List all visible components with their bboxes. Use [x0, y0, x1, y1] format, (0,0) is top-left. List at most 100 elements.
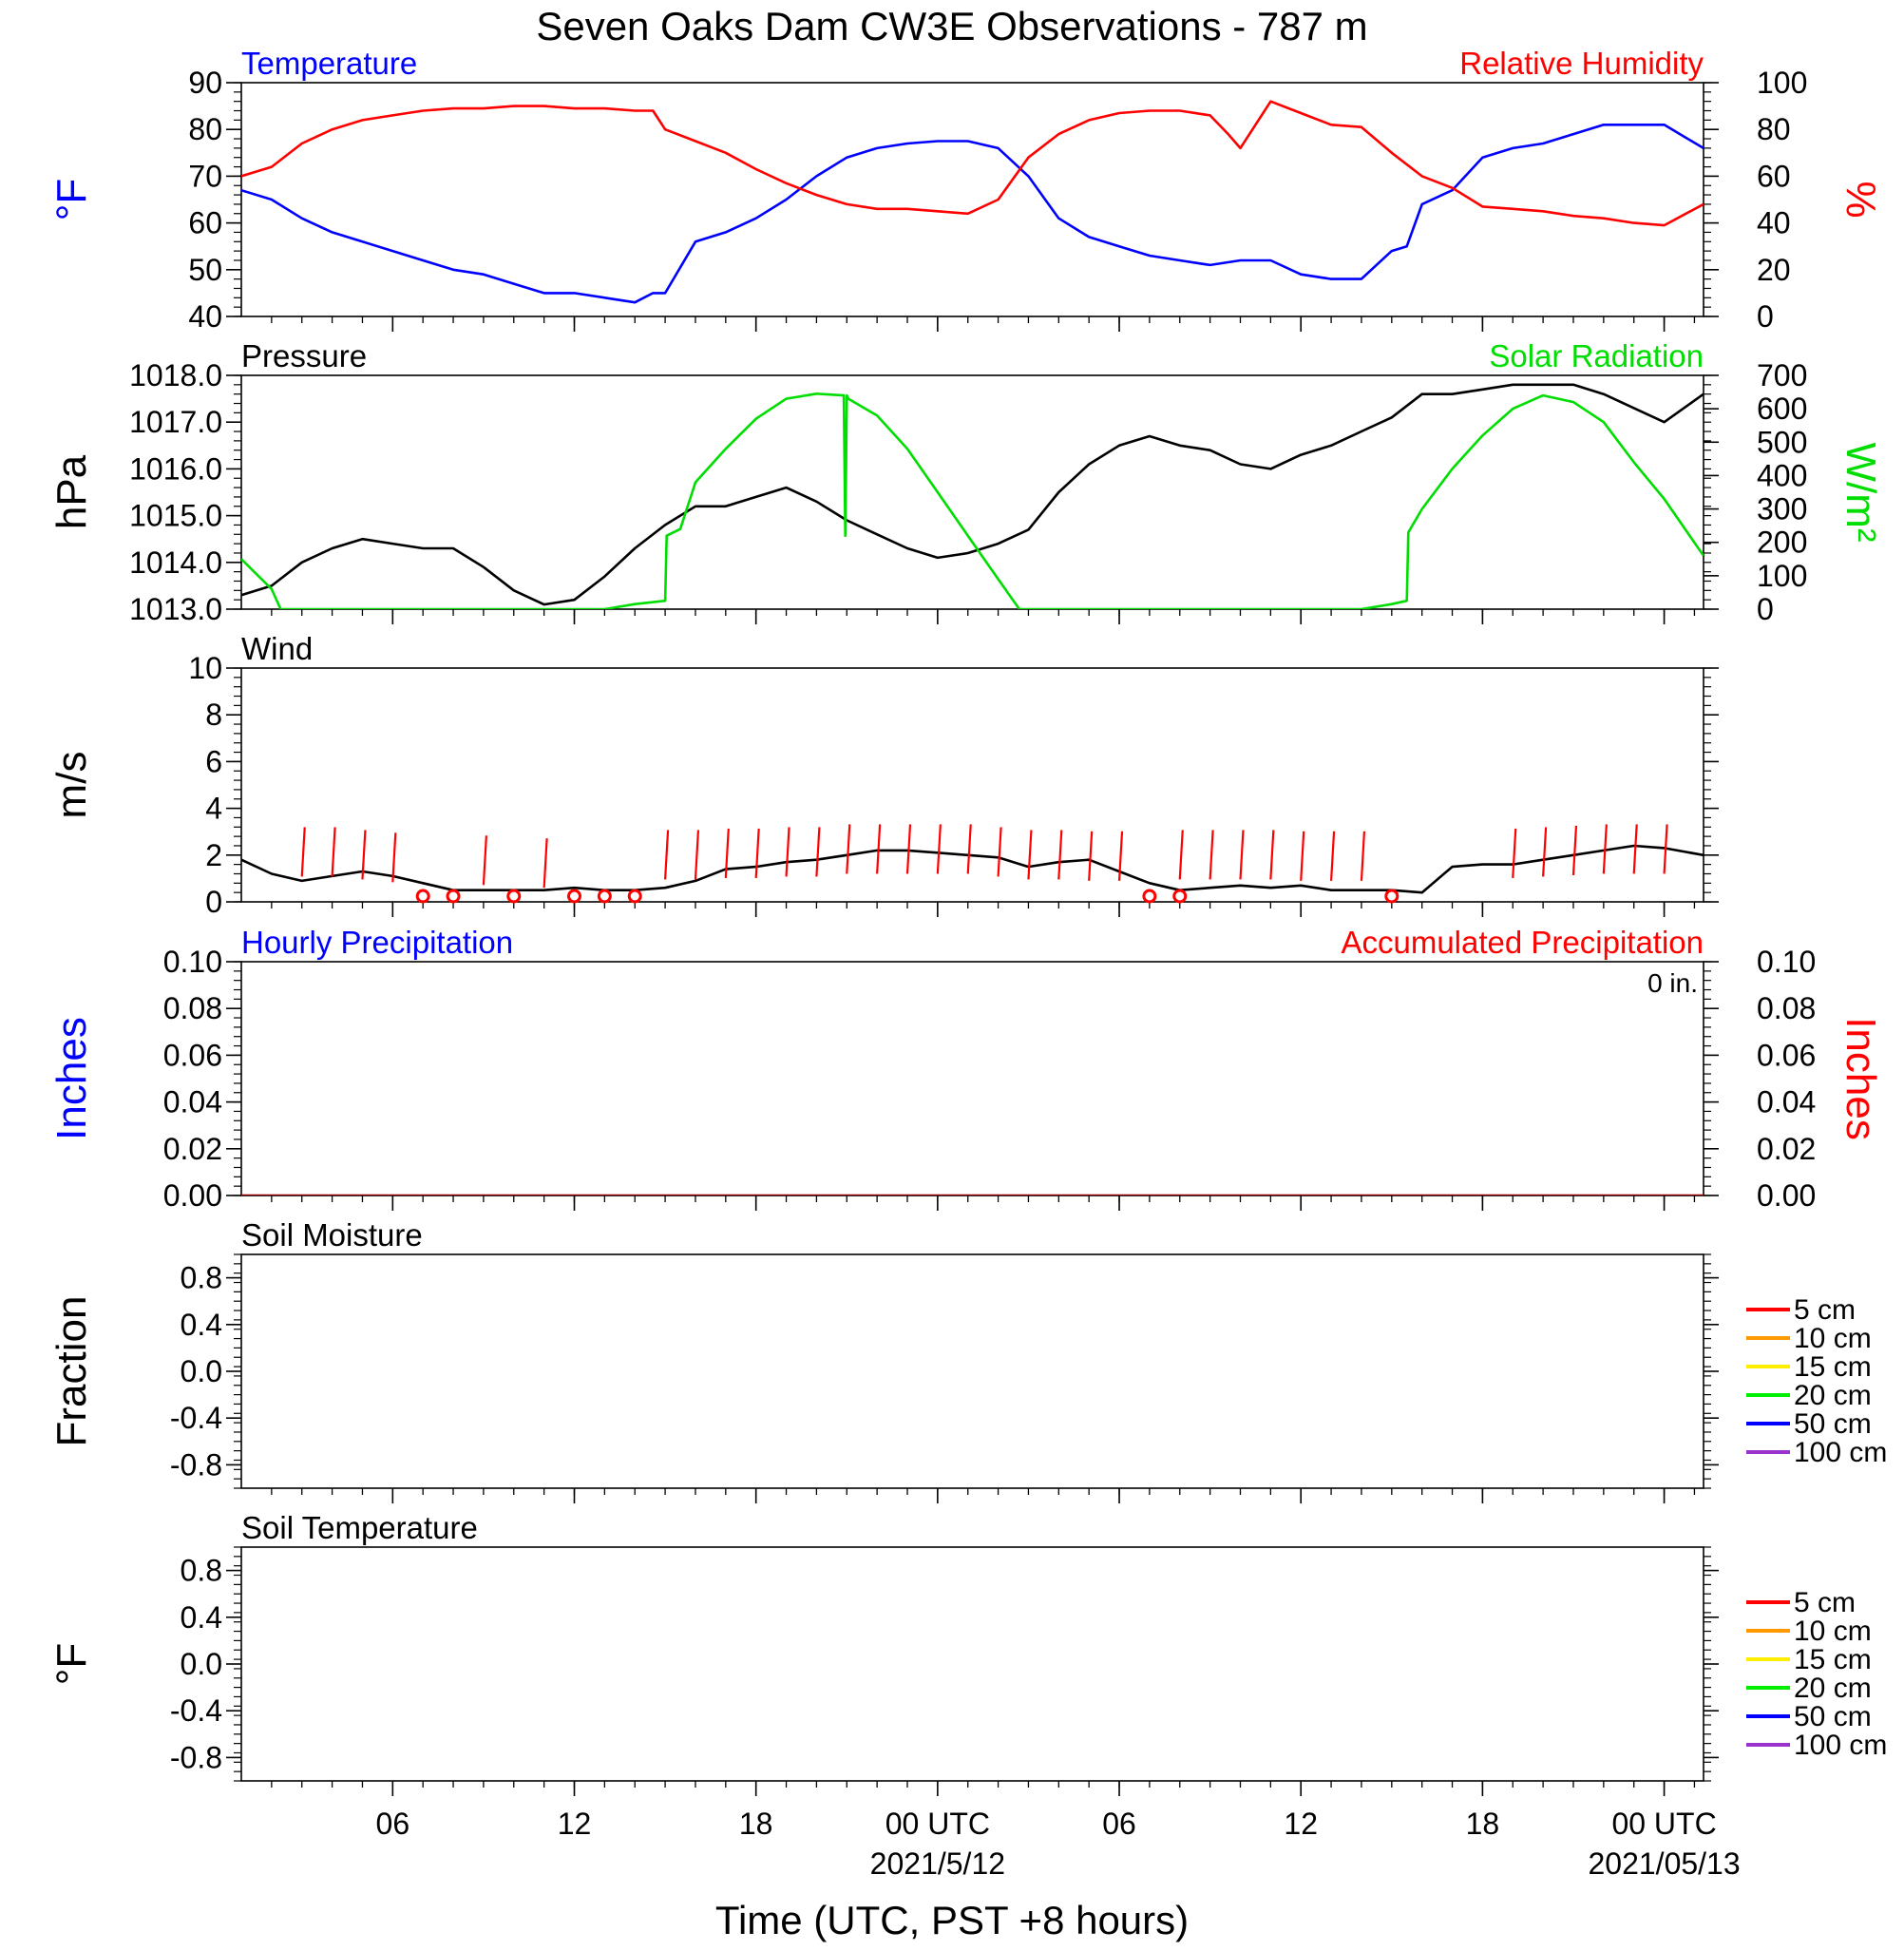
y-tick-label: 1017.0 — [129, 405, 222, 439]
wind-barb — [1239, 830, 1245, 880]
y-tick-label: 80 — [188, 112, 222, 146]
legend-label: 5 cm — [1794, 1587, 1856, 1618]
y-right-tick-label: 40 — [1757, 206, 1791, 240]
y-tick-label: 0.00 — [163, 1178, 222, 1213]
y-tick-label: 0.0 — [181, 1647, 222, 1681]
wind-barb — [1602, 824, 1608, 874]
y-tick-label: 1013.0 — [129, 592, 222, 626]
legend-label: 15 cm — [1794, 1644, 1872, 1675]
series-line — [241, 100, 1704, 227]
y-tick-label: -0.8 — [170, 1740, 222, 1774]
y-right-tick-label: 0.02 — [1757, 1132, 1816, 1166]
x-tick-label: 12 — [1284, 1807, 1318, 1841]
y-right-tick-label: 0.10 — [1757, 945, 1816, 979]
wind-barb — [361, 830, 367, 880]
calm-marker — [627, 889, 642, 904]
plot-frame — [240, 1253, 1704, 1489]
panel-right-title: Solar Radiation — [1489, 338, 1704, 373]
x-tick-label: 00 UTC — [1611, 1807, 1716, 1841]
y-tick-label: 0 — [205, 885, 222, 919]
calm-marker — [1142, 889, 1157, 904]
series-line — [241, 392, 1704, 609]
wind-barb — [754, 828, 760, 878]
wind-barb — [391, 832, 397, 883]
x-tick-label: 06 — [376, 1807, 410, 1841]
wind-barb — [724, 828, 730, 878]
y-right-tick-label: 60 — [1757, 159, 1791, 193]
x-tick-label: 00 UTC — [885, 1807, 990, 1841]
y-tick-label: 0.08 — [163, 991, 222, 1025]
wind-barb — [846, 824, 851, 874]
y-tick-label: -0.4 — [170, 1401, 222, 1435]
series-line — [241, 383, 1704, 606]
y-tick-label: 4 — [205, 792, 222, 826]
calm-marker — [1384, 889, 1399, 904]
panel-left-title: Hourly Precipitation — [241, 925, 513, 960]
panel-left-title: Soil Moisture — [241, 1217, 423, 1253]
y-right-axis-label: Inches — [1837, 1017, 1884, 1140]
y-tick-label: 0.10 — [163, 945, 222, 979]
wind-barb — [1117, 831, 1124, 881]
plot-frame — [240, 374, 1704, 610]
panel-wind: 0 2 4 6 8 10 Wind m/s — [48, 631, 1719, 919]
y-axis-label: Inches — [48, 1017, 95, 1140]
wind-barb — [936, 824, 942, 874]
wind-barb — [1360, 831, 1366, 881]
panel-soil_moisture: -0.8 -0.4 0.0 0.4 0.8 Soil Moisture Fraction 5 … — [48, 1217, 1887, 1503]
wind-barb — [331, 827, 336, 877]
y-right-tick-label: 0.08 — [1757, 991, 1816, 1025]
wind-barb — [1571, 825, 1578, 876]
y-axis-label: °F — [48, 1643, 95, 1685]
panel-left-title: Pressure — [241, 338, 367, 373]
y-tick-label: 1014.0 — [129, 545, 222, 580]
legend-label: 100 cm — [1794, 1730, 1887, 1761]
y-tick-label: 0.06 — [163, 1038, 222, 1072]
y-right-tick-label: 100 — [1757, 559, 1807, 593]
legend-label: 100 cm — [1794, 1437, 1887, 1468]
wind-barb — [1088, 831, 1094, 881]
y-tick-label: 60 — [188, 206, 222, 240]
wind-barb — [905, 824, 912, 874]
legend-label: 5 cm — [1794, 1294, 1856, 1326]
wind-barb — [997, 827, 1002, 877]
wind-barb — [694, 830, 700, 880]
y-right-tick-label: 0.00 — [1757, 1178, 1816, 1213]
panel-right-title: Relative Humidity — [1459, 46, 1704, 81]
x-tick-label: 18 — [739, 1807, 773, 1841]
y-tick-label: 0.4 — [181, 1308, 222, 1342]
y-right-tick-label: 20 — [1757, 253, 1791, 287]
wind-barb — [663, 830, 670, 880]
y-right-tick-label: 300 — [1757, 492, 1807, 526]
y-right-tick-label: 0.04 — [1757, 1085, 1816, 1119]
wind-barb — [1512, 828, 1517, 878]
panel-left-title: Temperature — [241, 46, 417, 81]
y-tick-label: -0.4 — [170, 1693, 222, 1728]
y-tick-label: 0.8 — [181, 1554, 222, 1588]
y-tick-label: 0.8 — [181, 1261, 222, 1295]
y-tick-label: 0.02 — [163, 1132, 222, 1166]
legend-label: 50 cm — [1794, 1408, 1872, 1440]
y-tick-label: 0.0 — [181, 1354, 222, 1388]
y-tick-label: 50 — [188, 253, 222, 287]
y-right-tick-label: 200 — [1757, 526, 1807, 560]
x-tick-date: 2021/5/12 — [870, 1846, 1005, 1881]
y-tick-label: 1016.0 — [129, 451, 222, 486]
y-tick-label: 8 — [205, 698, 222, 732]
wind-barb — [1027, 830, 1033, 880]
y-tick-label: 90 — [188, 66, 222, 100]
x-axis-title: Time (UTC, PST +8 hours) — [715, 1898, 1189, 1942]
y-right-tick-label: 80 — [1757, 112, 1791, 146]
y-right-tick-label: 0.06 — [1757, 1038, 1816, 1072]
y-tick-label: 6 — [205, 744, 222, 778]
y-right-tick-label: 0 — [1757, 299, 1774, 334]
panel-pressure_solar: 1013.0 1014.0 1015.0 1016.0 1017.0 1018.0 0100… — [48, 338, 1884, 626]
y-axis-label: m/s — [48, 752, 95, 819]
x-tick-label: 12 — [558, 1807, 592, 1841]
y-tick-label: 0.4 — [181, 1600, 222, 1635]
legend-label: 15 cm — [1794, 1351, 1872, 1383]
wind-barb — [300, 827, 306, 877]
y-tick-label: 40 — [188, 299, 222, 334]
plot-frame — [240, 667, 1704, 903]
legend-label: 50 cm — [1794, 1701, 1872, 1732]
